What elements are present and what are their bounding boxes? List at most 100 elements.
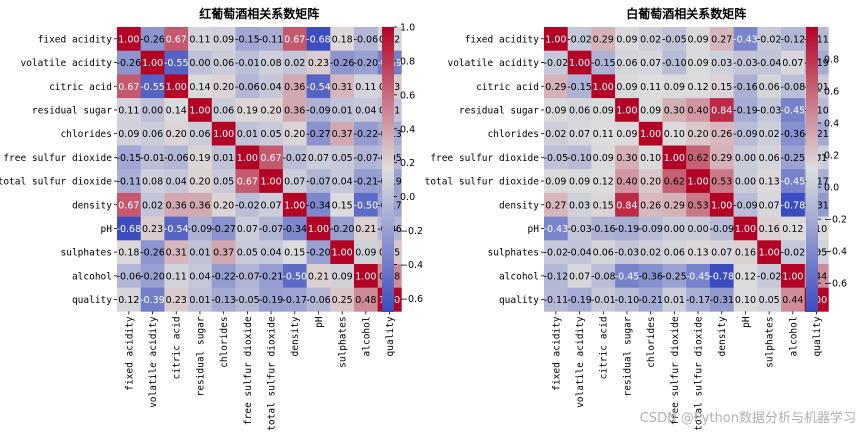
heatmap-cell (686, 287, 711, 312)
colorbar-tick-label: 0.0 (400, 192, 415, 203)
cell-label: 0.02 (759, 129, 780, 140)
heatmap-cell (164, 240, 189, 265)
cell-label: -0.06 (354, 34, 379, 45)
heatmap-cell (330, 169, 355, 194)
cell-label: 0.13 (687, 248, 708, 259)
cell-label: 0.21 (355, 224, 376, 235)
x-tick-label: free sulfur dioxide (670, 316, 681, 425)
x-tick-label: residual sugar (195, 316, 206, 396)
cell-label: 0.09 (616, 34, 637, 45)
heatmap-cell (188, 287, 213, 312)
heatmap-cell (330, 27, 355, 51)
heatmap-cell (188, 27, 213, 51)
cell-label: -0.68 (117, 224, 142, 235)
watermark: CSDN @Python数据分析与机器学习 (639, 411, 856, 426)
cell-label: 0.09 (640, 105, 661, 116)
cell-label: 0.07 (711, 248, 732, 259)
colorbar-tick-label: −0.6 (400, 294, 423, 305)
heatmap-cell (235, 121, 260, 146)
cell-label: 0.15 (711, 82, 732, 93)
cell-label: -0.43 (733, 34, 758, 45)
cell-label: -0.31 (709, 295, 734, 306)
cell-label: 0.30 (664, 105, 685, 116)
heatmap-cell (330, 98, 355, 123)
heatmap-cell (544, 98, 568, 123)
heatmap-cell (662, 264, 687, 288)
cell-label: 0.09 (687, 34, 708, 45)
heatmap-cell (615, 27, 640, 51)
cell-label: -0.45 (686, 271, 711, 282)
cell-label: -0.02 (757, 34, 782, 45)
heatmap-cell (354, 145, 378, 170)
heatmap-cell (235, 74, 260, 99)
cell-label: 0.06 (213, 58, 234, 69)
heatmap-cell (282, 121, 307, 146)
cell-label: 0.04 (189, 271, 210, 282)
cell-label: 0.16 (759, 224, 780, 235)
heatmap-cell (591, 264, 616, 288)
cell-label: 0.01 (664, 295, 685, 306)
heatmap-cell (306, 216, 331, 241)
cell-label: -0.07 (259, 224, 284, 235)
heatmap-cell (188, 74, 213, 99)
cell-label: 0.67 (166, 34, 187, 45)
cell-label: 0.20 (284, 129, 305, 140)
cell-label: 0.01 (189, 248, 210, 259)
cell-label: 0.27 (545, 200, 566, 211)
heatmap-cell (733, 216, 758, 241)
cell-label: -0.05 (235, 295, 260, 306)
cell-label: 0.84 (711, 105, 732, 116)
heatmap-cell (733, 74, 758, 99)
cell-label: 0.20 (213, 82, 234, 93)
cell-label: -0.05 (544, 153, 569, 164)
colorbar (806, 27, 818, 312)
cell-label: -0.78 (709, 271, 734, 282)
cell-label: -0.34 (282, 224, 307, 235)
heatmap-cell (544, 121, 568, 146)
cell-label: 0.07 (284, 177, 305, 188)
heatmap-cell (615, 121, 640, 146)
heatmap-cell (211, 27, 236, 51)
cell-label: -0.06 (117, 271, 142, 282)
cell-label: -0.45 (781, 105, 806, 116)
cell-label: 0.40 (687, 105, 708, 116)
cell-label: 0.01 (237, 129, 258, 140)
heatmap-cell (117, 240, 141, 265)
heatmap-cell (686, 98, 711, 123)
heatmap-cell (164, 145, 189, 170)
cell-label: 0.10 (640, 153, 661, 164)
cell-label: -0.02 (757, 271, 782, 282)
cell-label: 1.00 (308, 224, 329, 235)
cell-label: -0.25 (662, 271, 687, 282)
cell-label: 0.29 (545, 82, 566, 93)
cell-label: 0.15 (284, 248, 305, 259)
x-tick-label: fixed acidity (551, 316, 562, 391)
heatmap-cell (591, 169, 616, 194)
colorbar-tick-label: −0.2 (824, 215, 847, 226)
heatmap-cell (733, 50, 758, 75)
heatmap-cell (354, 98, 378, 123)
cell-label: 0.04 (332, 177, 353, 188)
cell-label: -0.11 (544, 295, 569, 306)
heatmap-cell (282, 169, 307, 194)
x-tick-label: total sulfur dioxide (694, 316, 705, 431)
heatmap-cell (567, 145, 592, 170)
heatmap-cell (306, 287, 331, 312)
y-tick-label: alcohol (72, 271, 112, 282)
heatmap-cell (282, 145, 307, 170)
cell-label: -0.19 (567, 295, 592, 306)
heatmap-cell (306, 27, 331, 51)
cell-label: -0.45 (781, 177, 806, 188)
cell-label: -0.02 (282, 153, 307, 164)
heatmap-cell (781, 240, 805, 265)
cell-label: 0.18 (118, 248, 139, 259)
heatmap-cell (544, 216, 568, 241)
cell-label: 0.06 (664, 248, 685, 259)
heatmap-cell (662, 50, 687, 75)
heatmap-cell (164, 121, 189, 146)
cell-label: 1.00 (332, 248, 353, 259)
cell-label: 0.06 (593, 248, 614, 259)
cell-label: 0.20 (189, 177, 210, 188)
x-tick-label: volatile acidity (575, 316, 586, 408)
x-tick-label: quality (385, 316, 396, 356)
